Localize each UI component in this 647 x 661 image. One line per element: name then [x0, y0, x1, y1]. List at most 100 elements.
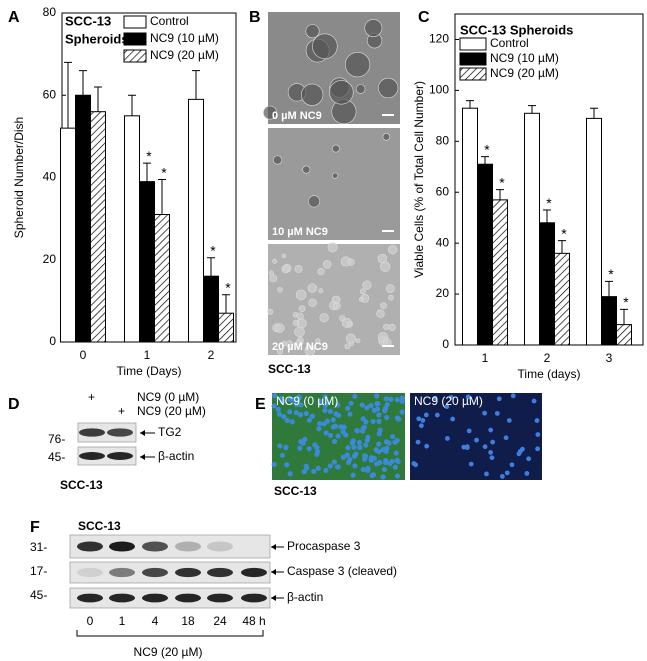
error-bar	[158, 179, 166, 215]
nucleus	[399, 395, 405, 401]
x-tick-label: 1	[144, 348, 151, 362]
nucleus	[332, 423, 339, 429]
cell	[380, 261, 391, 272]
nucleus	[444, 404, 450, 410]
nucleus	[316, 426, 322, 432]
bar	[139, 181, 155, 343]
nucleus	[322, 402, 328, 409]
band	[175, 541, 201, 552]
nucleus	[356, 439, 362, 446]
nucleus	[275, 406, 281, 412]
nucleus	[298, 439, 304, 445]
nucleus	[416, 416, 422, 422]
cell	[294, 326, 305, 338]
band	[142, 541, 168, 552]
bar	[601, 296, 617, 346]
cell	[267, 308, 274, 315]
band	[207, 567, 233, 578]
cell	[376, 309, 385, 318]
bar	[218, 312, 234, 343]
band	[77, 567, 103, 578]
nucleus	[488, 450, 494, 455]
nucleus	[314, 451, 320, 457]
nucleus	[394, 473, 401, 479]
nucleus	[293, 402, 300, 408]
cell	[308, 298, 317, 307]
nucleus	[383, 459, 389, 466]
bar	[539, 222, 555, 346]
y-axis-label: Spheroid Number/Dish	[12, 117, 26, 238]
bar	[524, 112, 540, 346]
error-bar	[558, 240, 566, 254]
nucleus	[381, 466, 388, 473]
nucleus	[335, 402, 341, 408]
nucleus	[390, 433, 396, 440]
panel-label: C	[418, 9, 430, 26]
cell-line: SCC-13	[60, 478, 103, 492]
cell	[298, 305, 306, 312]
nucleus	[461, 444, 467, 450]
panel-label: E	[255, 396, 266, 413]
nucleus	[465, 394, 471, 400]
band-label: TG2	[158, 425, 182, 439]
error-bar	[528, 105, 536, 114]
nucleus	[535, 432, 541, 437]
time-label: 1	[119, 614, 126, 628]
nucleus	[520, 446, 525, 452]
nucleus	[362, 456, 368, 462]
legend-swatch	[459, 67, 487, 81]
x-tick-label: 2	[544, 351, 551, 365]
nucleus	[526, 456, 532, 462]
y-axis-label: Viable Cells (% of Total Cell Number)	[412, 81, 426, 278]
nucleus	[374, 393, 380, 399]
error-bar	[79, 70, 87, 96]
y-tick-label: 0	[49, 334, 56, 348]
significance: *	[484, 141, 490, 157]
nucleus	[271, 403, 277, 409]
nucleus	[365, 467, 371, 473]
nucleus	[489, 455, 495, 461]
legend-swatch	[123, 49, 147, 63]
nucleus	[296, 394, 302, 400]
nucleus	[279, 452, 286, 458]
nucleus	[327, 432, 334, 439]
nucleus	[506, 418, 512, 423]
nucleus	[293, 410, 299, 416]
significance: *	[623, 294, 629, 310]
nucleus	[298, 412, 304, 418]
nucleus	[420, 418, 426, 423]
nucleus	[271, 461, 277, 467]
band	[142, 593, 168, 603]
nucleus	[327, 463, 333, 469]
nucleus	[345, 445, 351, 451]
cell	[277, 348, 283, 355]
y-tick-label: 80	[436, 133, 450, 147]
cell	[302, 165, 311, 174]
cell	[355, 338, 361, 344]
nucleus	[297, 445, 303, 451]
nucleus	[368, 403, 374, 409]
x-axis-label: Time (Days)	[117, 364, 182, 378]
cell	[272, 155, 283, 165]
nucleus	[298, 402, 304, 408]
cell	[318, 288, 324, 294]
cell	[344, 51, 371, 78]
nucleus	[340, 429, 346, 435]
nucleus	[376, 412, 382, 418]
legend-label: NC9 (20 µM)	[150, 48, 219, 62]
cell	[296, 312, 304, 320]
cell	[329, 80, 354, 105]
nucleus	[354, 427, 360, 434]
lane-sign: +	[118, 404, 125, 418]
nucleus	[361, 424, 367, 430]
band	[241, 567, 267, 578]
chart-title: SCC-13 Spheroids	[460, 22, 573, 37]
significance: *	[499, 174, 505, 190]
nucleus	[334, 464, 341, 470]
cell-line: SCC-13	[268, 362, 311, 376]
nucleus	[364, 405, 370, 411]
significance: *	[210, 242, 216, 258]
nucleus	[347, 411, 353, 417]
nucleus	[350, 472, 356, 478]
